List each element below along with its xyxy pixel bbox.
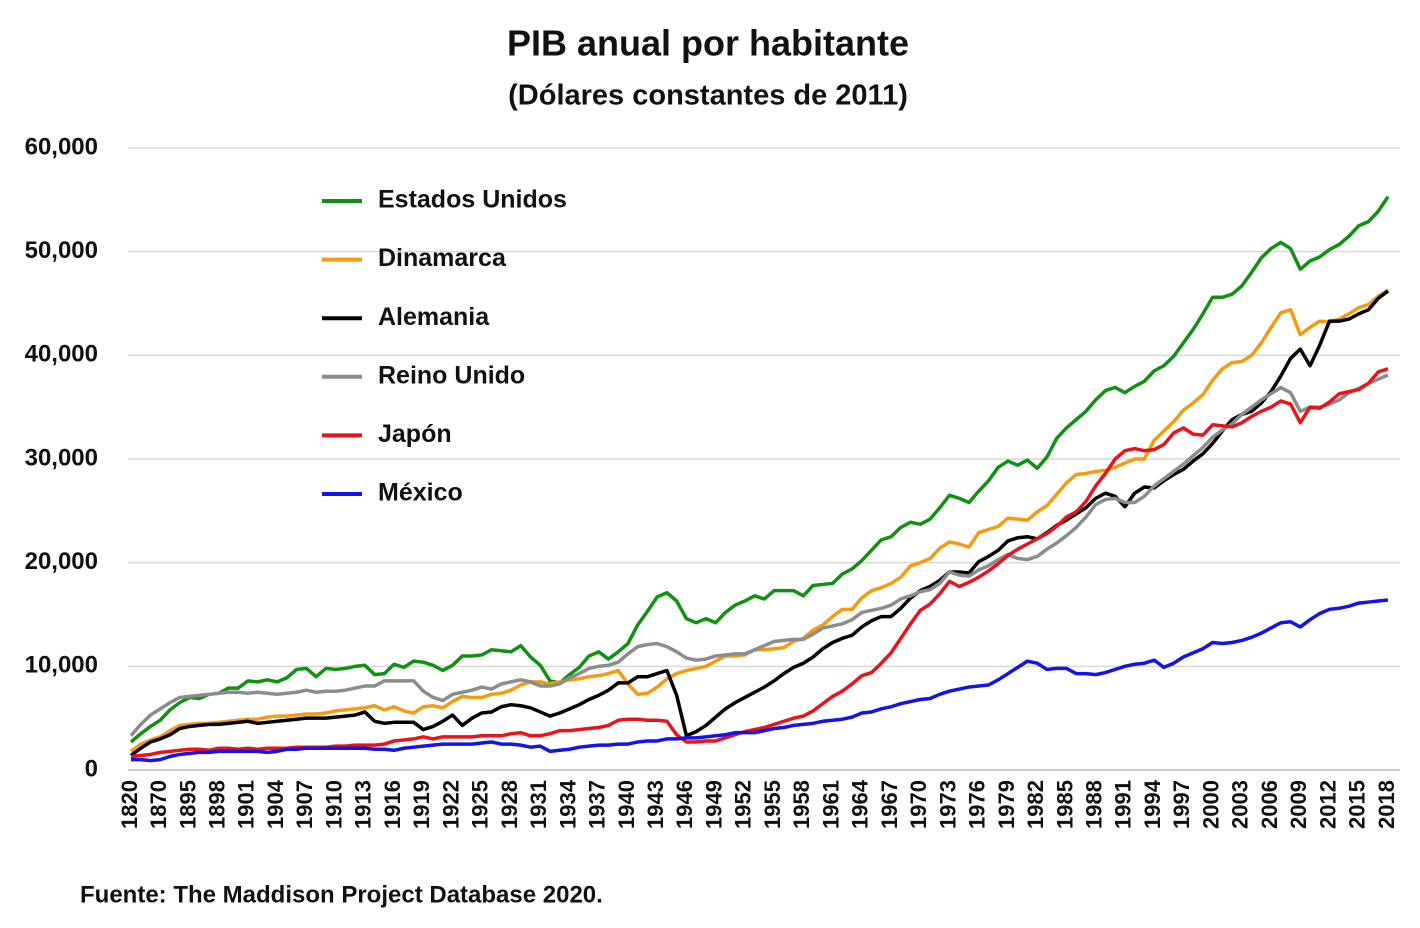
y-tick-label: 50,000: [25, 237, 98, 264]
x-tick-label: 1820: [117, 780, 142, 829]
x-tick-label: 1961: [818, 780, 843, 829]
x-tick-label: 1904: [263, 779, 288, 829]
x-tick-label: 1979: [994, 780, 1019, 829]
x-tick-label: 1952: [731, 780, 756, 829]
legend-label: Alemania: [378, 303, 490, 331]
data-line: [129, 288, 1389, 753]
x-tick-label: 1958: [789, 780, 814, 829]
x-tick-label: 1991: [1111, 780, 1136, 829]
x-tick-label: 1895: [175, 780, 200, 829]
x-tick-label: 1922: [438, 780, 463, 829]
x-tick-label: 1925: [468, 780, 493, 829]
x-tick-label: 1907: [292, 780, 317, 829]
x-tick-label: 1970: [906, 780, 931, 829]
x-tick-label: 2003: [1228, 780, 1253, 829]
x-tick-label: 2018: [1374, 780, 1399, 829]
data-line: [129, 195, 1390, 744]
x-tick-label: 2012: [1315, 780, 1340, 829]
x-tick-label: 1934: [555, 779, 580, 829]
x-tick-label: 1910: [321, 780, 346, 829]
legend-label: Reino Unido: [378, 361, 525, 389]
x-tick-label: 1901: [234, 780, 259, 829]
x-tick-label: 2009: [1286, 780, 1311, 829]
data-line: [130, 367, 1389, 759]
x-tick-label: 1928: [497, 780, 522, 829]
x-tick-label: 1870: [146, 780, 171, 829]
legend-label: Dinamarca: [378, 244, 507, 272]
y-tick-label: 10,000: [25, 652, 98, 679]
x-tick-label: 1973: [935, 780, 960, 829]
y-tick-label: 0: [85, 755, 98, 782]
x-tick-label: 1997: [1169, 780, 1194, 829]
x-tick-label: 1937: [585, 780, 610, 829]
x-tick-label: 1943: [643, 780, 668, 829]
x-tick-label: 1949: [701, 780, 726, 829]
x-tick-label: 1982: [1023, 780, 1048, 829]
y-tick-label: 40,000: [25, 341, 98, 368]
x-tick-label: 2015: [1345, 780, 1370, 829]
x-tick-label: 1916: [380, 780, 405, 829]
x-tick-label: 2006: [1257, 780, 1282, 829]
x-tick-label: 1988: [1081, 780, 1106, 829]
chart-title: PIB anual por habitante: [507, 23, 909, 64]
x-tick-label: 1955: [760, 780, 785, 829]
x-tick-label: 1940: [614, 780, 639, 829]
data-line: [129, 289, 1390, 757]
y-tick-label: 20,000: [25, 548, 98, 575]
y-tick-label: 60,000: [25, 133, 98, 160]
data-line: [131, 598, 1389, 763]
data-line: [129, 373, 1389, 737]
x-tick-label: 2000: [1198, 780, 1223, 829]
x-tick-label: 1985: [1052, 780, 1077, 829]
source-note: Fuente: The Maddison Project Database 20…: [80, 881, 603, 908]
x-tick-label: 1919: [409, 780, 434, 829]
x-tick-label: 1946: [672, 780, 697, 829]
x-tick-label: 1964: [848, 779, 873, 829]
legend-label: Estados Unidos: [378, 186, 567, 214]
x-tick-label: 1976: [965, 780, 990, 829]
y-tick-label: 30,000: [25, 444, 98, 471]
x-tick-label: 1967: [877, 780, 902, 829]
legend-label: México: [378, 479, 463, 507]
chart-subtitle: (Dólares constantes de 2011): [508, 80, 908, 112]
x-tick-label: 1994: [1140, 779, 1165, 829]
x-tick-label: 1913: [351, 780, 376, 829]
x-tick-label: 1931: [526, 780, 551, 829]
x-tick-label: 1898: [205, 780, 230, 829]
legend-label: Japón: [378, 420, 452, 448]
